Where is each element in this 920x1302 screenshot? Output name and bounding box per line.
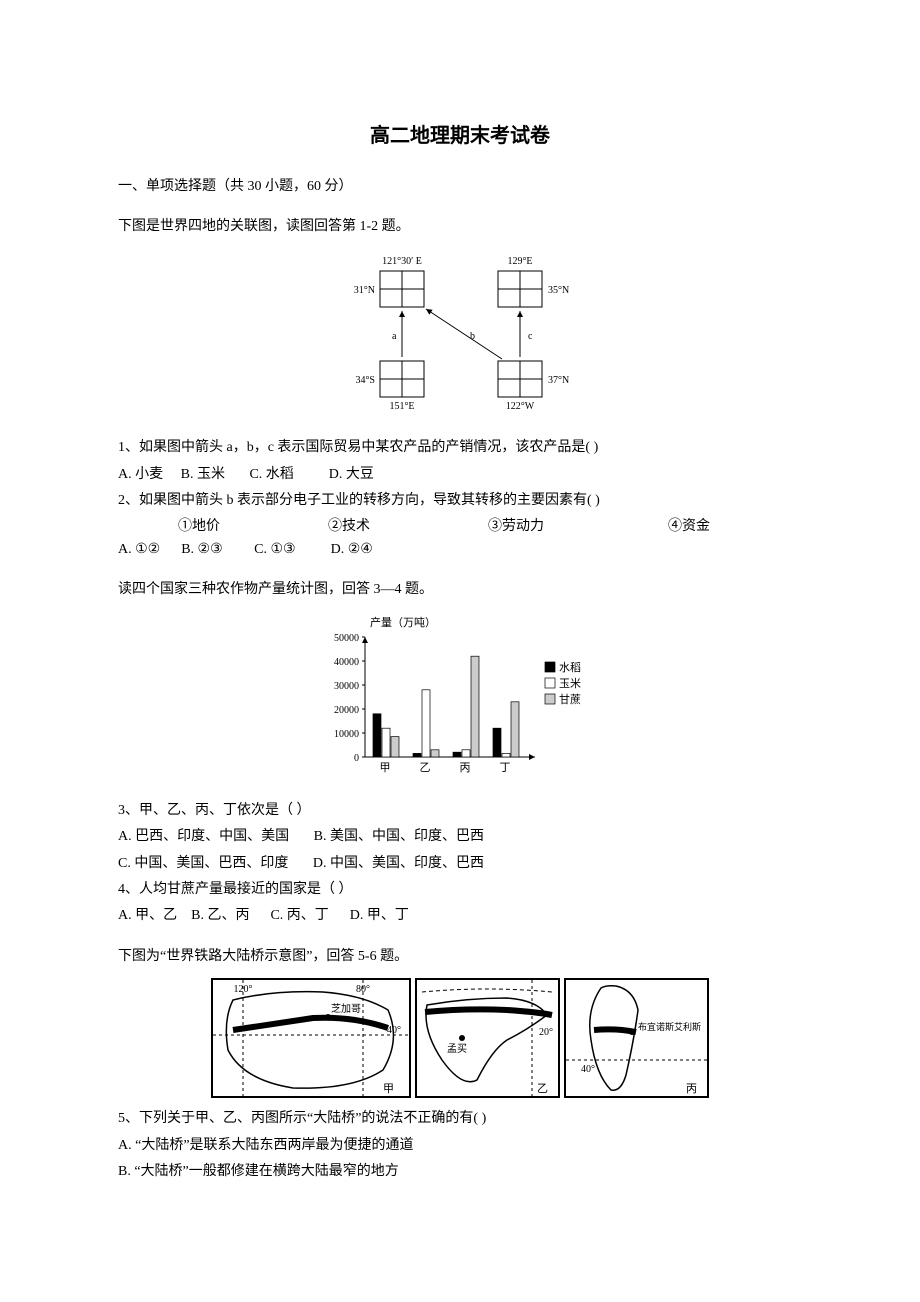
lbl-bl-lat: 34°S [355,375,375,386]
maps-row: 120° 80° 40° 芝加哥 甲 20° 孟买 乙 40° [118,978,802,1098]
svg-text:产量（万吨）: 产量（万吨） [370,615,436,629]
block2-intro: 读四个国家三种农作物产量统计图，回答 3—4 题。 [118,579,802,601]
svg-text:丙: 丙 [686,1083,697,1095]
svg-text:玉米: 玉米 [559,677,581,690]
svg-text:120°: 120° [234,984,253,995]
q4-text: 4、人均甘蔗产量最接近的国家是（ ） [118,879,802,901]
block3-intro: 下图为“世界铁路大陆桥示意图”，回答 5-6 题。 [118,946,802,968]
lbl-tr-lat: 35°N [548,285,569,296]
svg-text:芝加哥: 芝加哥 [331,1002,361,1015]
q2-f1: ①地价 [178,516,328,538]
svg-text:乙: 乙 [537,1082,548,1095]
svg-text:80°: 80° [356,984,370,995]
q5-optA: A. “大陆桥”是联系大陆东西两岸最为便捷的通道 [118,1135,802,1157]
q2-factors: ①地价 ②技术 ③劳动力 ④资金 [118,516,802,538]
block1-intro: 下图是世界四地的关联图，读图回答第 1-2 题。 [118,216,802,238]
q3-text: 3、甲、乙、丙、丁依次是（ ） [118,800,802,822]
svg-text:50000: 50000 [334,633,359,644]
svg-text:0: 0 [354,753,359,764]
diagram-four-locations: 121°30′ E 31°N 129°E 35°N 34°S 151°E 37°… [118,249,802,427]
svg-text:甲: 甲 [383,1083,394,1095]
q2-f2: ②技术 [328,516,488,538]
svg-text:孟买: 孟买 [447,1043,467,1055]
map-2: 20° 孟买 乙 [415,978,560,1098]
arrow-c-label: c [528,331,533,342]
q3-options-b: C. 中国、美国、巴西、印度 D. 中国、美国、印度、巴西 [118,853,802,875]
svg-text:30000: 30000 [334,681,359,692]
q5-text: 5、下列关于甲、乙、丙图所示“大陆桥”的说法不正确的有( ) [118,1108,802,1130]
svg-text:丁: 丁 [500,762,511,774]
svg-text:丙: 丙 [460,762,471,774]
q1-text: 1、如果图中箭头 a，b，c 表示国际贸易中某农产品的产销情况，该农产品是( ) [118,437,802,459]
lbl-tl-lon: 121°30′ E [382,256,422,267]
svg-text:水稻: 水稻 [559,661,581,674]
svg-text:甘蔗: 甘蔗 [559,693,581,706]
svg-text:布宜诺斯艾利斯: 布宜诺斯艾利斯 [638,1021,701,1032]
svg-text:10000: 10000 [334,729,359,740]
q2-f3: ③劳动力 [488,516,668,538]
arrow-a-label: a [392,331,397,342]
lbl-tr-lon: 129°E [507,256,532,267]
svg-text:20000: 20000 [334,705,359,716]
svg-text:乙: 乙 [420,761,431,774]
q2-f4: ④资金 [668,516,710,538]
lbl-br-lon: 122°W [506,401,535,412]
svg-text:20°: 20° [539,1027,553,1038]
q3-options-a: A. 巴西、印度、中国、美国 B. 美国、中国、印度、巴西 [118,826,802,848]
bar-chart: 产量（万吨） 0 10000 20000 30000 40000 50000 甲 乙 丙 丁 水稻玉米… [118,612,802,790]
page-title: 高二地理期末考试卷 [118,120,802,152]
lbl-bl-lon: 151°E [389,401,414,412]
q4-options: A. 甲、乙 B. 乙、丙 C. 丙、丁 D. 甲、丁 [118,905,802,927]
svg-text:40000: 40000 [334,657,359,668]
lbl-tl-lat: 31°N [354,285,375,296]
q1-options: A. 小麦 B. 玉米 C. 水稻 D. 大豆 [118,464,802,486]
svg-text:40°: 40° [581,1064,595,1075]
map-3: 40° 布宜诺斯艾利斯 丙 [564,978,709,1098]
svg-text:甲: 甲 [380,762,391,774]
arrow-b-label: b [470,331,475,342]
map-1: 120° 80° 40° 芝加哥 甲 [211,978,411,1098]
q2-options: A. ①② B. ②③ C. ①③ D. ②④ [118,539,802,561]
section-header: 一、单项选择题（共 30 小题，60 分） [118,176,802,198]
q2-text: 2、如果图中箭头 b 表示部分电子工业的转移方向，导致其转移的主要因素有( ) [118,490,802,512]
q5-optB: B. “大陆桥”一般都修建在横跨大陆最窄的地方 [118,1161,802,1183]
lbl-br-lat: 37°N [548,375,569,386]
